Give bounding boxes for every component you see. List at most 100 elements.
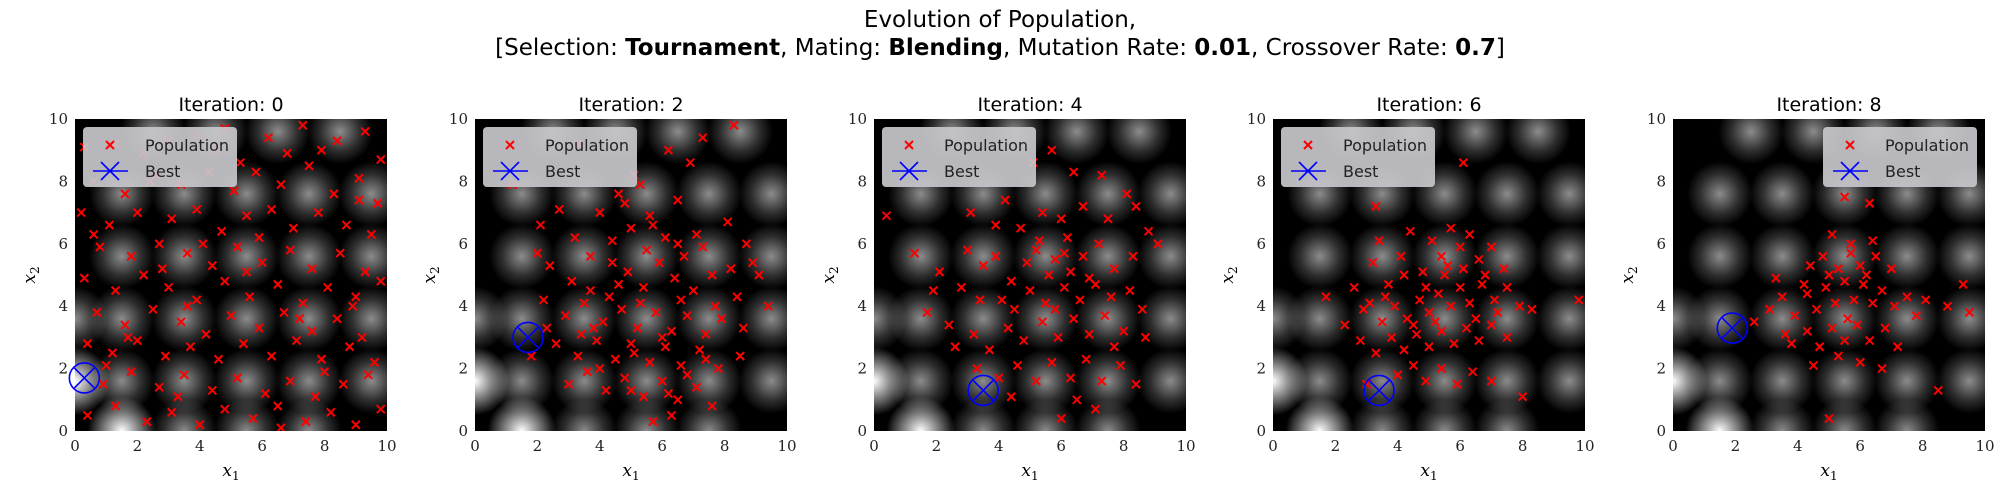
population-point [266, 351, 277, 361]
population-point [1964, 307, 1975, 318]
landscape-blob [213, 285, 280, 352]
y-tick-label: 0 [1256, 422, 1266, 440]
population-point [1405, 226, 1415, 237]
landscape-blob [1012, 398, 1079, 431]
population-point [1824, 270, 1834, 280]
landscape-blob [738, 161, 787, 227]
x-tick-label: 8 [1518, 437, 1528, 455]
population-point [1047, 145, 1057, 155]
population-point [1321, 292, 1331, 302]
population-point [89, 229, 99, 240]
landscape-blob [676, 161, 742, 227]
population-point [1399, 345, 1409, 355]
population-point [1855, 357, 1865, 368]
population-point [241, 267, 252, 277]
population-point [1502, 332, 1512, 343]
population-point [1889, 301, 1900, 311]
population-point [376, 404, 386, 414]
population-point [698, 242, 708, 252]
population-point [1821, 282, 1831, 293]
population-point [1439, 270, 1450, 280]
population-point [1371, 201, 1381, 212]
population-point [316, 145, 327, 155]
population-point [220, 276, 230, 286]
population-point [1418, 267, 1428, 277]
landscape-blob [1749, 161, 1815, 227]
x-tick-label: 6 [1855, 437, 1865, 455]
population-point [132, 335, 143, 346]
population-point [1855, 260, 1865, 271]
population-point [691, 382, 702, 393]
population-point [1471, 313, 1481, 324]
population-point [1808, 360, 1819, 371]
population-point [351, 292, 361, 302]
population-point [1780, 329, 1791, 339]
landscape-blob [1075, 161, 1141, 227]
landscape-blob [1474, 398, 1540, 431]
best-point [512, 321, 544, 354]
population-point [260, 388, 271, 399]
population-point [1393, 370, 1403, 380]
population-point [167, 407, 177, 417]
population-point [563, 379, 574, 389]
population-point [1461, 323, 1472, 333]
population-point [1942, 301, 1953, 311]
population-point [1849, 295, 1859, 305]
population-point [1574, 295, 1584, 305]
y-tick-label: 0 [857, 422, 867, 440]
population-point [1408, 360, 1419, 371]
y-tick-label: 10 [449, 110, 468, 128]
population-point [1443, 260, 1453, 271]
population-point [313, 207, 324, 218]
y-tick-label: 4 [458, 297, 468, 315]
landscape-blob [338, 223, 387, 290]
landscape-blob [613, 223, 680, 290]
population-point [357, 332, 367, 343]
population-point [235, 157, 246, 168]
legend-box [1281, 127, 1435, 187]
landscape-blob [676, 348, 742, 414]
population-point [754, 270, 764, 280]
x-tick-label: 2 [932, 437, 942, 455]
population-point [1349, 282, 1359, 293]
population-point [1090, 404, 1101, 414]
population-point [360, 126, 370, 137]
population-point [990, 220, 1001, 230]
population-point [1458, 264, 1469, 274]
landscape-blob [1811, 285, 1878, 352]
population-point [545, 260, 555, 271]
population-point [163, 282, 174, 293]
population-point [310, 391, 320, 402]
population-point [304, 161, 314, 171]
best-point [1363, 374, 1395, 407]
population-point [1811, 304, 1822, 315]
population-point [104, 220, 115, 230]
population-point [229, 186, 239, 196]
population-point [1031, 376, 1041, 386]
population-point [1078, 201, 1088, 212]
legend-best-label: Best [944, 162, 979, 181]
population-point [1408, 320, 1419, 330]
population-point [732, 292, 742, 302]
population-point [1153, 239, 1163, 249]
population-point [660, 232, 671, 243]
y-tick-label: 6 [857, 235, 867, 253]
population-point [191, 204, 202, 215]
population-point [285, 245, 295, 255]
population-point [763, 301, 773, 311]
population-point [1502, 282, 1512, 293]
population-point [1517, 391, 1528, 402]
population-point [707, 270, 717, 280]
population-point [607, 257, 617, 268]
population-point [1072, 395, 1082, 405]
population-point [1399, 270, 1409, 280]
y-axis-label: x2 [20, 266, 42, 283]
population-point [216, 226, 227, 237]
population-point [301, 416, 311, 427]
population-point [741, 239, 752, 249]
landscape-blob [738, 223, 787, 290]
legend-population-label: Population [145, 136, 229, 155]
population-point [282, 148, 292, 159]
legend-population-marker [505, 140, 515, 150]
